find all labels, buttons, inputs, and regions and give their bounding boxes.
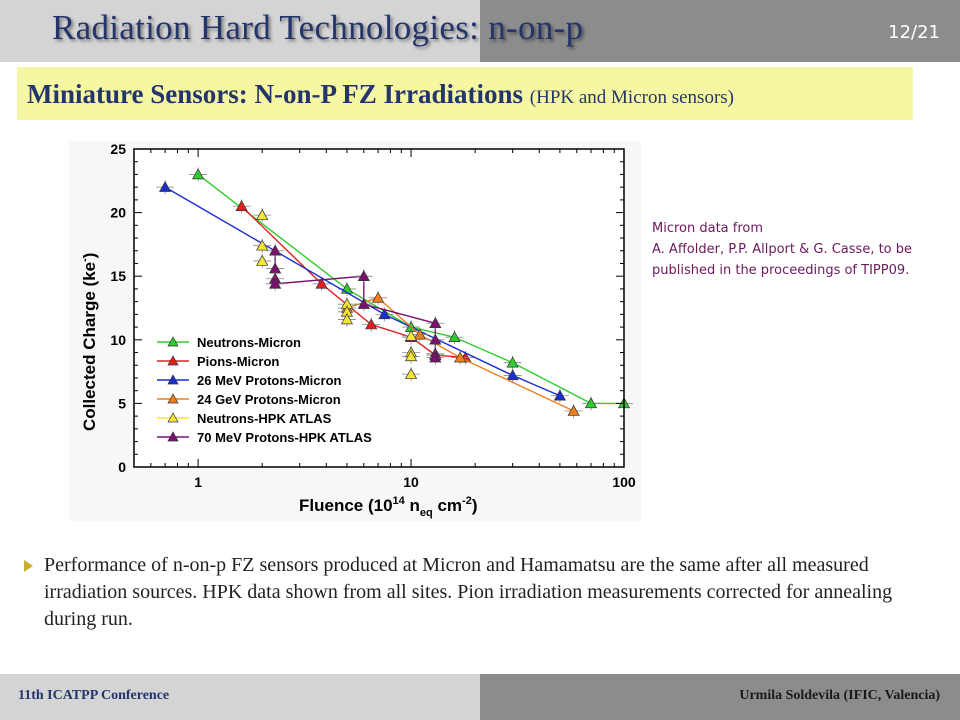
subtitle: Miniature Sensors: N-on-P FZ Irradiation… <box>27 79 734 110</box>
data-point <box>429 351 442 363</box>
data-point <box>235 200 248 211</box>
data-point <box>404 329 418 341</box>
legend-label: 70 MeV Protons-HPK ATLAS <box>197 430 372 445</box>
bullet-text: Performance of n-on-p FZ sensors produce… <box>44 554 893 630</box>
note-line-2: A. Affolder, P.P. Allport & G. Casse, to… <box>652 242 913 278</box>
legend-marker <box>167 393 179 404</box>
data-point <box>365 318 378 330</box>
data-point <box>506 356 519 368</box>
legend-marker <box>167 431 179 442</box>
data-point <box>413 328 426 340</box>
data-point <box>269 244 282 256</box>
arrow-bullet-icon <box>24 560 33 572</box>
subtitle-small: (HPK and Micron sensors) <box>529 87 734 108</box>
y-tick-label: 15 <box>110 268 126 284</box>
series-layer <box>156 167 633 419</box>
legend-marker <box>167 374 179 385</box>
y-tick-label: 10 <box>110 332 126 348</box>
data-point <box>429 317 442 329</box>
data-point <box>553 389 566 401</box>
data-point <box>584 397 598 409</box>
data-point <box>448 331 461 343</box>
data-point <box>404 367 418 379</box>
data-point <box>192 168 205 180</box>
x-tick-label: 100 <box>612 474 636 490</box>
legend-label: 26 MeV Protons-Micron <box>197 373 342 388</box>
y-tick-label: 0 <box>118 459 126 475</box>
subtitle-main: Miniature Sensors: N-on-P FZ Irradiation… <box>27 79 524 109</box>
y-tick-label: 5 <box>118 395 126 411</box>
data-point <box>357 269 370 281</box>
page-number: 12/21 <box>888 22 940 43</box>
x-tick-label: 1 <box>194 474 202 490</box>
collected-charge-chart: Neutrons-Micron Pions-Micron 26 MeV Proton… <box>69 141 641 521</box>
note-line-1: Micron data from <box>652 221 764 236</box>
y-tick-label: 20 <box>110 205 126 221</box>
legend-label: 24 GeV Protons-Micron <box>197 392 341 407</box>
footer-conference: 11th ICATPP Conference <box>18 688 170 703</box>
data-point <box>454 351 467 363</box>
slide-title: Radiation Hard Technologies: n-on-p <box>52 8 584 47</box>
data-point <box>159 180 172 192</box>
data-point <box>256 239 269 251</box>
micron-data-note: Micron data from A. Affolder, P.P. Allpo… <box>652 218 942 281</box>
x-axis-label: Fluence (1014 neq cm-2) <box>299 495 478 519</box>
legend-marker <box>167 336 179 347</box>
data-point <box>315 277 328 289</box>
data-point <box>506 369 519 381</box>
data-point <box>371 291 385 303</box>
data-point <box>357 297 370 309</box>
plot-frame <box>133 148 625 468</box>
data-point <box>256 254 269 266</box>
data-point <box>269 277 282 289</box>
footer-right-panel: Urmila Soldevila (IFIC, Valencia) <box>480 674 960 720</box>
legend-label: Neutrons-HPK ATLAS <box>197 411 332 426</box>
footer-author: Urmila Soldevila (IFIC, Valencia) <box>739 688 940 703</box>
header-right-panel <box>480 0 960 62</box>
legend-marker <box>167 355 179 366</box>
data-point <box>256 208 269 220</box>
subtitle-bar: Miniature Sensors: N-on-P FZ Irradiation… <box>17 67 913 120</box>
data-point <box>567 404 580 416</box>
legend-label: Neutrons-Micron <box>197 335 301 350</box>
footer-left-panel: 11th ICATPP Conference <box>0 674 480 720</box>
y-axis-label: Collected Charge (ke-) <box>79 253 99 431</box>
axes: 0 5 10 15 20 25 1 10 100 <box>110 141 635 490</box>
legend-label: Pions-Micron <box>197 354 279 369</box>
data-point <box>378 308 391 320</box>
data-point <box>340 313 354 325</box>
header-left-panel <box>0 0 480 62</box>
data-point <box>404 350 418 362</box>
x-tick-label: 10 <box>403 474 419 490</box>
y-tick-label: 25 <box>110 141 126 157</box>
data-point <box>429 333 442 345</box>
legend: Neutrons-Micron Pions-Micron 26 MeV Proton… <box>157 335 372 445</box>
legend-marker <box>167 412 179 423</box>
